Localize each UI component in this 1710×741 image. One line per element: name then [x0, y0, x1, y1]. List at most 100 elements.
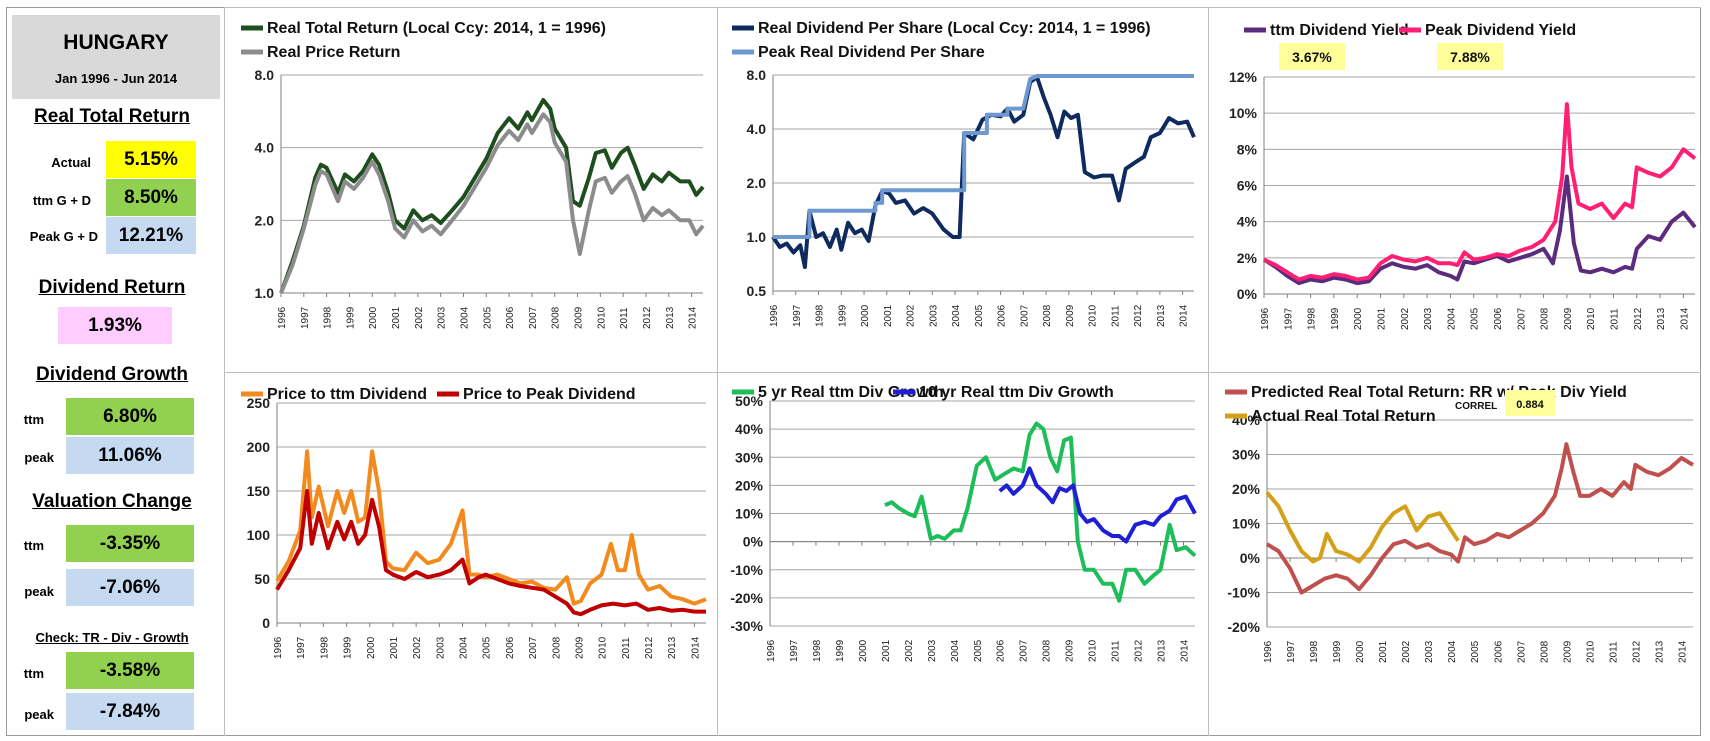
x-tick-label: 2003 [928, 304, 939, 327]
check-peak-label: peak [24, 707, 54, 722]
x-tick-label: 1996 [273, 636, 284, 659]
x-tick-label: 2002 [1401, 640, 1412, 663]
valuation-change-heading: Valuation Change [32, 491, 192, 512]
div-growth-ttm-label: ttm [23, 412, 44, 427]
yield-label: 7.88% [1450, 49, 1490, 65]
period-subtitle: Jan 1996 - Jun 2014 [54, 71, 178, 86]
x-tick-label: 2001 [391, 306, 402, 329]
x-tick-label: 1999 [835, 639, 846, 662]
y-tick-label: -10% [730, 562, 763, 578]
peak-gd-label: Peak G + D [29, 229, 98, 244]
y-tick-label: 2.0 [747, 175, 767, 191]
dividend-growth-heading: Dividend Growth [36, 364, 188, 385]
x-tick-label: 2006 [1493, 307, 1504, 330]
y-tick-label: 10% [1229, 105, 1258, 121]
y-tick-label: 1.0 [747, 229, 767, 245]
x-tick-label: 2001 [1376, 307, 1387, 330]
y-tick-label: 8.0 [255, 67, 275, 83]
country-title: HUNGARY [63, 31, 169, 54]
y-tick-label: -30% [730, 618, 763, 634]
x-tick-label: 2011 [619, 307, 630, 329]
x-tick-label: 2010 [596, 306, 607, 329]
legend-label: Real Price Return [267, 44, 400, 61]
y-tick-label: -20% [730, 590, 763, 606]
x-tick-label: 2007 [528, 636, 539, 659]
x-tick-label: 2006 [996, 639, 1007, 662]
yield-label-box [1279, 43, 1345, 70]
x-tick-label: 2012 [642, 306, 653, 329]
dividend-return-value: 1.93% [58, 307, 172, 344]
y-tick-label: 2.0 [255, 212, 275, 228]
dividend-growth-chart: -30% -20% -10% 0% 10% 20% 30% 40% 50% 1996 1997 199… [730, 384, 1197, 662]
x-tick-label: 2010 [1585, 640, 1596, 663]
correl-label: CORREL [1455, 401, 1497, 412]
price-to-dividend-chart: 0 50 100 150 200 250 1996 1997 1998 1999 2000 2001 2… [241, 386, 707, 659]
actual-label: Actual [51, 155, 91, 170]
x-tick-label: 2004 [459, 636, 470, 659]
panel-dividend-growth: -30% -20% -10% 0% 10% 20% 30% 40% 50% 1996 1997 199… [717, 372, 1208, 736]
dividend-return-heading: Dividend Return [38, 277, 186, 298]
actual-value: 5.15% [106, 141, 196, 178]
x-tick-label: 2013 [1156, 304, 1167, 327]
x-tick-label: 2001 [881, 639, 892, 662]
title-box: HUNGARY Jan 1996 - Jun 2014 [12, 15, 220, 99]
x-tick-label: 2002 [414, 306, 425, 329]
x-tick-label: 2001 [1378, 640, 1389, 663]
legend-label: Peak Real Dividend Per Share [758, 44, 985, 61]
y-tick-label: 10% [735, 506, 764, 522]
x-tick-label: 2005 [1470, 307, 1481, 330]
y-tick-label: 50% [735, 393, 764, 409]
x-tick-label: 1998 [1307, 307, 1318, 330]
x-tick-label: 1998 [319, 636, 330, 659]
legend-label: ttm Dividend Yield [1270, 22, 1409, 39]
series-line-2 [275, 489, 706, 617]
x-tick-label: 1996 [1260, 307, 1271, 330]
x-tick-label: 2014 [1180, 639, 1191, 662]
x-tick-label: 2005 [482, 636, 493, 659]
x-tick-label: 2007 [1516, 640, 1527, 663]
peak-gd-value: 12.21% [106, 217, 196, 254]
x-tick-label: 2000 [860, 304, 871, 327]
x-tick-label: 1997 [792, 304, 803, 327]
y-tick-label: 0.5 [747, 283, 767, 299]
y-tick-label: 200 [247, 439, 271, 455]
x-tick-label: 2003 [1423, 307, 1434, 330]
yield-label: 3.67% [1292, 49, 1332, 65]
x-tick-label: 2005 [973, 639, 984, 662]
legend-label: Price to ttm Dividend [267, 386, 427, 403]
x-tick-label: 2013 [1654, 640, 1665, 663]
x-tick-label: 1997 [296, 636, 307, 659]
x-tick-label: 2011 [1609, 308, 1620, 330]
x-tick-label: 2007 [528, 306, 539, 329]
x-tick-label: 2010 [1586, 307, 1597, 330]
x-tick-label: 2006 [1493, 640, 1504, 663]
y-tick-label: 4.0 [255, 140, 275, 156]
x-tick-label: 2012 [1633, 307, 1644, 330]
x-tick-label: 1997 [300, 306, 311, 329]
x-tick-label: 2014 [690, 636, 701, 659]
y-tick-label: -10% [1227, 585, 1260, 601]
panel-total-return: 1.0 2.0 4.0 8.0 1996 1997 1998 1999 2000 2001 2002… [224, 7, 717, 372]
x-tick-label: 2002 [906, 304, 917, 327]
valuation-peak-label: peak [24, 584, 54, 599]
x-tick-label: 2006 [505, 636, 516, 659]
legend-label: Real Dividend Per Share (Local Ccy: 2014… [758, 20, 1151, 37]
x-tick-label: 2011 [1110, 305, 1121, 327]
x-tick-label: 2011 [1111, 640, 1122, 662]
check-heading: Check: TR - Div - Growth [35, 630, 189, 645]
x-tick-label: 2005 [482, 306, 493, 329]
series-line-1 [1262, 174, 1697, 286]
x-tick-label: 2009 [1065, 639, 1076, 662]
x-tick-label: 1999 [837, 304, 848, 327]
legend-label: Actual Real Total Return [1251, 408, 1436, 425]
x-tick-label: 2013 [1656, 307, 1667, 330]
valuation-ttm-value: -3.35% [66, 525, 194, 562]
panel-predicted-return: -20% -10% 0% 10% 20% 30% 40% 1996 1997 1998 1999 20… [1208, 372, 1701, 736]
series-line-1 [275, 449, 707, 606]
x-tick-label: 2010 [1088, 304, 1099, 327]
x-tick-label: 1997 [1283, 307, 1294, 330]
yield-label-box [1437, 43, 1503, 70]
x-tick-label: 2010 [598, 636, 609, 659]
y-tick-label: 4% [1237, 214, 1258, 230]
x-tick-label: 2009 [1563, 307, 1574, 330]
